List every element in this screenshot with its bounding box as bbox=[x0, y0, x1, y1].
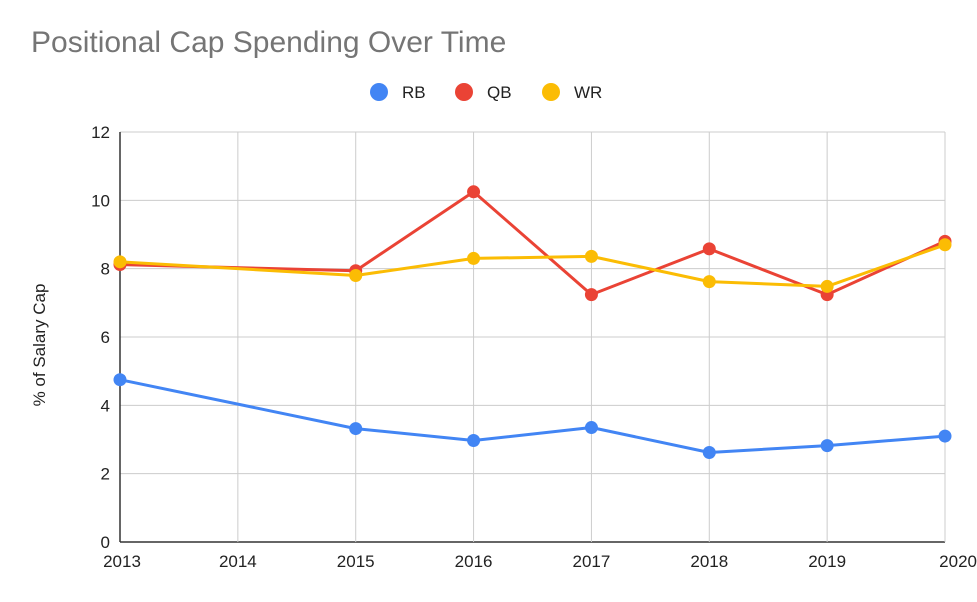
data-point-rb-2015 bbox=[349, 422, 363, 436]
legend-marker-qb bbox=[455, 83, 473, 101]
data-point-wr-2020 bbox=[938, 238, 952, 252]
y-tick-label: 2 bbox=[101, 465, 110, 484]
legend-marker-rb bbox=[370, 83, 388, 101]
data-point-wr-2017 bbox=[584, 249, 598, 263]
legend-label-qb: QB bbox=[487, 83, 512, 102]
x-tick-label: 2013 bbox=[103, 552, 141, 571]
x-tick-label: 2020 bbox=[939, 552, 977, 571]
legend-marker-wr bbox=[542, 83, 560, 101]
legend: RB QB WR bbox=[370, 83, 602, 102]
x-tick-label: 2016 bbox=[455, 552, 493, 571]
series-wr bbox=[113, 238, 952, 293]
data-point-rb-2013 bbox=[113, 373, 127, 387]
series-line-wr bbox=[119, 243, 946, 288]
grid bbox=[119, 131, 946, 543]
y-tick-label: 4 bbox=[101, 396, 110, 415]
data-point-wr-2015 bbox=[349, 269, 363, 282]
data-point-rb-2018 bbox=[702, 445, 716, 459]
series-line-rb bbox=[119, 378, 946, 454]
legend-item-rb: RB bbox=[370, 83, 426, 102]
y-tick-label: 8 bbox=[101, 260, 110, 279]
y-axis-ticks: 0 2 4 6 8 10 12 bbox=[91, 123, 110, 552]
chart-title: Positional Cap Spending Over Time bbox=[31, 26, 507, 59]
legend-label-wr: WR bbox=[574, 83, 602, 102]
legend-item-qb: QB bbox=[455, 83, 512, 102]
series-layer bbox=[113, 185, 952, 459]
data-point-wr-2019 bbox=[820, 279, 834, 293]
x-tick-label: 2018 bbox=[690, 552, 728, 571]
series-line-qb bbox=[119, 190, 946, 297]
x-tick-label: 2019 bbox=[808, 552, 846, 571]
series-rb bbox=[113, 373, 952, 459]
x-tick-label: 2015 bbox=[337, 552, 375, 571]
x-axis-ticks: 2013 2014 2015 2016 2017 2018 2019 2020 bbox=[103, 552, 977, 571]
y-axis-title: % of Salary Cap bbox=[30, 284, 49, 407]
data-point-wr-2018 bbox=[702, 275, 716, 289]
data-point-qb-2018 bbox=[702, 242, 716, 256]
data-point-qb-2017 bbox=[584, 288, 598, 302]
legend-item-wr: WR bbox=[542, 83, 602, 102]
data-point-rb-2019 bbox=[820, 439, 834, 453]
data-point-rb-2016 bbox=[467, 434, 481, 448]
data-point-rb-2020 bbox=[938, 429, 952, 443]
y-tick-label: 0 bbox=[101, 533, 110, 552]
data-point-rb-2017 bbox=[584, 421, 598, 435]
legend-label-rb: RB bbox=[402, 83, 426, 102]
data-point-qb-2016 bbox=[467, 185, 481, 199]
data-point-wr-2016 bbox=[467, 251, 481, 265]
x-tick-label: 2014 bbox=[219, 552, 257, 571]
data-point-wr-2013 bbox=[113, 255, 127, 269]
y-tick-label: 10 bbox=[91, 191, 110, 210]
y-tick-label: 12 bbox=[91, 123, 110, 142]
y-tick-label: 6 bbox=[101, 328, 110, 347]
x-tick-label: 2017 bbox=[573, 552, 611, 571]
